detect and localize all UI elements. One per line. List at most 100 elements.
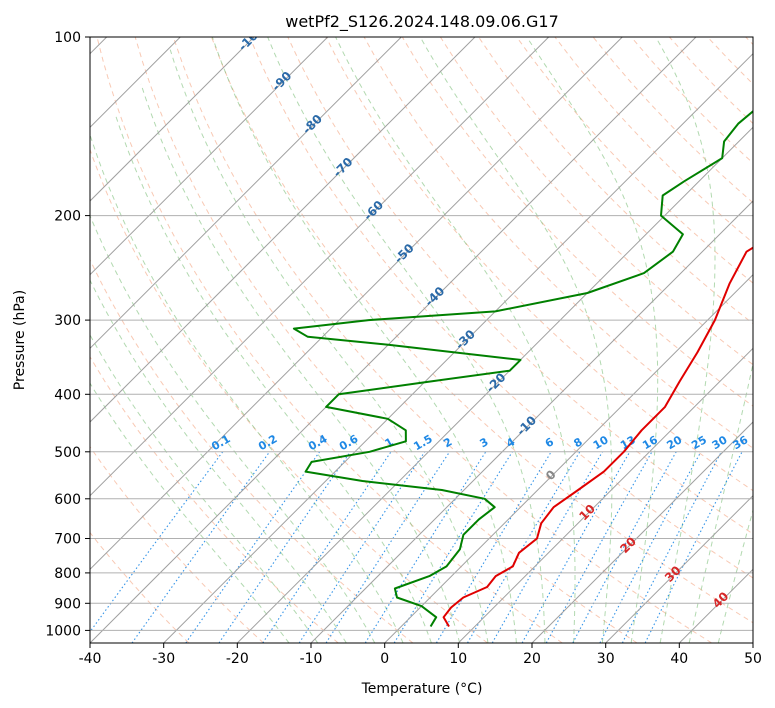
isotherm-label: -60	[361, 198, 386, 223]
mixing-ratio-label: 30	[710, 433, 730, 452]
y-tick-label: 300	[54, 313, 81, 329]
moist-adiabat	[655, 37, 716, 643]
dewpoint-profile-line	[292, 109, 753, 628]
moist-adiabat	[717, 508, 753, 643]
isotherm-label: 0	[543, 467, 559, 483]
isotherm-label: 10	[576, 502, 598, 524]
mixing-ratio-label: 13	[618, 433, 638, 452]
mixing-ratio-label: 25	[689, 433, 709, 452]
moist-adiabat	[688, 361, 753, 643]
x-tick-label: 0	[380, 651, 389, 667]
isotherm-line	[90, 37, 329, 276]
isotherm-label: -80	[300, 112, 325, 137]
background-lines	[90, 37, 753, 643]
y-tick-label: 200	[54, 209, 81, 225]
isotherm-line	[752, 642, 753, 643]
isotherm-line	[90, 37, 255, 202]
mixing-ratio-label: 0.4	[306, 432, 330, 453]
y-axis-label: Pressure (hPa)	[12, 290, 28, 390]
isotherm-line	[678, 568, 753, 643]
mixing-ratio-label: 6	[543, 435, 556, 450]
x-tick-label: 50	[744, 651, 762, 667]
dry-adiabat	[249, 37, 753, 579]
isotherm-line	[90, 37, 550, 497]
moist-adiabat	[211, 37, 517, 643]
y-tick-label: 100	[54, 30, 81, 46]
isotherm-line	[310, 200, 753, 643]
moist-adiabat	[169, 49, 489, 643]
x-tick-label: 10	[449, 651, 467, 667]
mixing-ratio-line	[185, 451, 321, 643]
dry-adiabat	[172, 37, 712, 643]
y-tick-label: 600	[54, 492, 81, 508]
moist-adiabat	[267, 37, 546, 643]
isotherm-line	[90, 37, 697, 643]
mixing-ratio-line	[572, 451, 677, 643]
isotherm-line	[90, 37, 623, 571]
profile-series	[292, 109, 753, 628]
isotherm-label: 30	[662, 563, 684, 585]
mixing-ratio-line	[262, 451, 392, 643]
x-tick-label: -40	[79, 651, 102, 667]
isotherm-line	[457, 347, 753, 643]
x-tick-label: -30	[152, 651, 175, 667]
moist-adiabat	[90, 133, 404, 643]
dry-adiabat	[401, 37, 753, 407]
moist-adiabat	[140, 83, 461, 643]
dry-adiabat	[90, 258, 414, 643]
isotherm-label: -30	[453, 327, 478, 352]
mixing-ratio-label: 3	[477, 435, 490, 450]
y-tick-label: 1000	[45, 623, 81, 639]
x-tick-label: 20	[523, 651, 541, 667]
y-tick-label: 400	[54, 387, 81, 403]
dry-adiabat	[96, 37, 563, 643]
mixing-ratio-line	[599, 451, 702, 643]
dry-adiabat	[90, 355, 339, 643]
isotherm-label: 40	[710, 589, 732, 611]
mixing-ratio-line	[521, 451, 631, 643]
isotherm-line	[236, 126, 753, 643]
mixing-ratio-line	[298, 451, 426, 643]
isotherm-labels: 0.1 0.2 0.4 0.6 1 1.5 2 3 4 6 8 10 13 16 20 25 30 36-100-…	[209, 23, 750, 611]
moist-adiabat	[90, 214, 376, 643]
dry-adiabat	[439, 37, 753, 366]
mixing-ratio-line	[131, 451, 271, 643]
isotherm-label: -100	[236, 23, 267, 54]
moist-adiabat	[90, 333, 319, 643]
mixing-ratio-line	[325, 451, 451, 643]
temperature-profile-line	[442, 246, 753, 628]
isotherm-label: 20	[617, 534, 639, 556]
x-tick-label: -20	[226, 651, 249, 667]
mixing-ratio-label: 1.5	[411, 432, 434, 453]
x-tick-label: -10	[300, 651, 323, 667]
dry-adiabat	[592, 37, 753, 204]
mixing-ratio-line	[644, 451, 743, 643]
moist-adiabat	[90, 382, 290, 643]
mixing-ratio-label: 10	[591, 433, 611, 452]
mixing-ratio-label: 8	[571, 435, 584, 450]
chart-title: wetPf2_S126.2024.148.09.06.G17	[285, 12, 559, 32]
isotherm-label: -40	[422, 284, 447, 309]
mixing-ratio-line	[364, 451, 487, 643]
dry-adiabat	[90, 445, 264, 643]
moist-adiabat	[419, 37, 613, 643]
dry-adiabat	[90, 531, 190, 643]
dry-adiabat	[211, 37, 753, 624]
isotherm-line	[163, 52, 753, 643]
mixing-ratio-line	[90, 451, 224, 633]
pressure-grid	[90, 37, 753, 631]
dry-adiabat	[516, 37, 753, 284]
mixing-ratio-label: 20	[665, 433, 685, 452]
mixing-ratio-label: 16	[640, 433, 660, 452]
mixing-ratio-label: 0.1	[209, 432, 232, 453]
y-tick-label: 800	[54, 566, 81, 582]
dry-adiabat	[669, 37, 753, 125]
x-tick-label: 30	[597, 651, 615, 667]
isotherm-label: -50	[392, 241, 417, 266]
moist-adiabat	[335, 37, 576, 643]
mixing-ratio-line	[545, 451, 653, 643]
mixing-ratio-line	[218, 451, 351, 643]
moist-adiabat	[90, 279, 347, 643]
axes: -40 -30 -20 -10 0 10 20 30 40 5010020030040050060…	[45, 30, 762, 667]
isotherm-label: -90	[269, 69, 294, 94]
